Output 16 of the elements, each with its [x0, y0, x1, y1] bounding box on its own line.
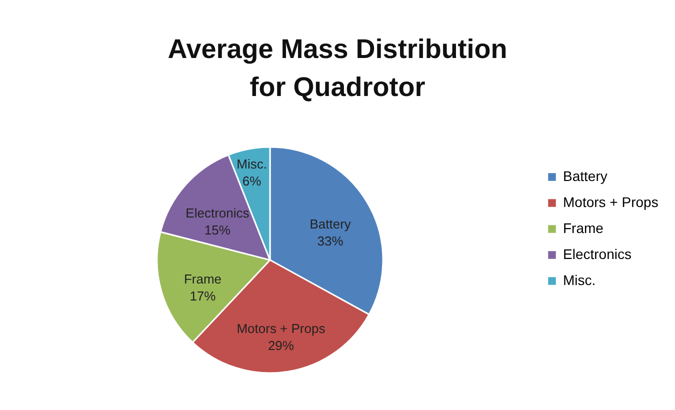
slice-label: Misc. [236, 156, 267, 172]
legend-label: Misc. [563, 272, 596, 288]
slice-label: Frame [184, 272, 222, 287]
slice-label: Motors + Props [236, 321, 326, 336]
data-label: 6% [242, 174, 262, 189]
slice-label: Battery [310, 216, 352, 232]
chart-title: Average Mass Distribution for Quadrotor [168, 34, 508, 102]
data-label: 17% [190, 288, 216, 304]
legend-label: Motors + Props [563, 194, 658, 210]
legend-label: Electronics [563, 246, 632, 262]
data-label: 15% [204, 222, 231, 238]
data-label: 33% [317, 233, 344, 248]
legend-label: Battery [563, 168, 608, 184]
data-label: 29% [268, 338, 294, 354]
slice-label: Electronics [186, 206, 250, 221]
legend-label: Frame [563, 220, 604, 236]
